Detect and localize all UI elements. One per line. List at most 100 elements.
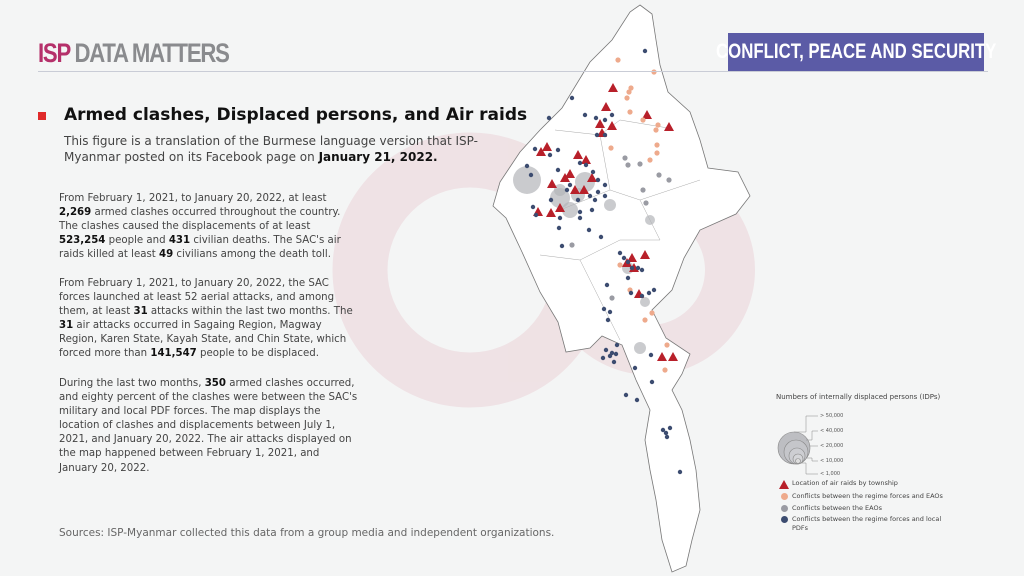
air-raid-marker: [627, 253, 637, 262]
page-title: Armed clashes, Displaced persons, and Ai…: [64, 105, 528, 125]
regime-pdf-conflict-marker: [586, 227, 592, 233]
air-raid-marker: [664, 122, 674, 131]
paragraph-text: people to be displaced.: [196, 348, 319, 360]
regime-pdf-conflict-marker: [589, 207, 595, 213]
air-raid-marker: [595, 119, 605, 128]
regime-pdf-conflict-marker: [595, 177, 601, 183]
air-raid-marker: [581, 155, 591, 164]
regime-pdf-conflict-marker: [649, 379, 655, 385]
legend-label: Conflicts between the regime forces and …: [792, 492, 943, 500]
eao-conflict-marker: [666, 177, 672, 183]
regime-pdf-conflict-marker: [555, 167, 561, 173]
eao-conflict-marker: [637, 161, 643, 167]
air-raid-marker: [565, 169, 575, 178]
idp-circle: [640, 297, 650, 307]
eao-conflict-marker: [643, 200, 649, 206]
regime-eao-conflict-marker: [654, 150, 660, 156]
legend-item: Location of air raids by township: [776, 479, 946, 489]
highlight-number: 141,547: [150, 348, 197, 360]
brand-logo: ISP DATA MATTERS: [38, 38, 230, 68]
regime-pdf-conflict-marker: [602, 193, 608, 199]
legend-label: Conflicts between the regime forces and …: [792, 515, 942, 532]
air-raid-marker: [546, 208, 556, 217]
regime-eao-conflict-marker: [653, 127, 659, 133]
idp-circle: [604, 199, 616, 211]
regime-pdf-conflict-marker: [594, 132, 600, 138]
sources-note: Sources: ISP-Myanmar collected this data…: [59, 527, 555, 539]
triangle-icon: [779, 480, 789, 489]
regime-pdf-conflict-marker: [632, 365, 638, 371]
regime-pdf-conflict-marker: [567, 182, 573, 188]
regime-pdf-conflict-marker: [592, 197, 598, 203]
regime-pdf-conflict-marker: [600, 355, 606, 361]
regime-pdf-conflict-marker: [583, 162, 589, 168]
regime-pdf-conflict-marker: [602, 182, 608, 188]
highlight-number: 431: [168, 235, 191, 247]
highlight-number: 523,254: [59, 235, 106, 247]
map-legend: Numbers of internally displaced persons …: [776, 393, 946, 532]
paragraph-text: armed clashes occurred, and eighty perce…: [59, 378, 358, 474]
paragraph-3: During the last two months, 350 armed cl…: [59, 377, 359, 476]
regime-eao-conflict-marker: [664, 342, 670, 348]
regime-pdf-conflict-marker: [625, 259, 631, 265]
legend-items: Location of air raids by township Conflic…: [776, 479, 946, 532]
highlight-number: 31: [59, 320, 74, 332]
regime-pdf-conflict-marker: [642, 48, 648, 54]
regime-eao-conflict-marker: [626, 89, 632, 95]
regime-pdf-conflict-marker: [602, 117, 608, 123]
paragraph-text: From February 1, 2021, to January 20, 20…: [59, 193, 327, 204]
regime-pdf-conflict-marker: [577, 160, 583, 166]
regime-pdf-conflict-marker: [603, 347, 609, 353]
category-tag: CONFLICT, PEACE AND SECURITY: [716, 33, 996, 71]
highlight-number: 49: [159, 249, 174, 261]
eao-conflict-marker: [625, 162, 631, 168]
country-outline: [492, 4, 751, 573]
legend-item: Conflicts between the regime forces and …: [776, 492, 946, 501]
air-raid-marker: [570, 185, 580, 194]
regime-pdf-conflict-marker: [532, 146, 538, 152]
dot-icon: [780, 504, 788, 512]
air-raid-marker: [608, 83, 618, 92]
air-raid-marker: [547, 179, 557, 188]
subtitle: This figure is a translation of the Burm…: [64, 134, 478, 164]
regime-eao-conflict-marker: [640, 117, 646, 123]
regime-eao-conflict-marker: [655, 122, 661, 128]
regime-pdf-conflict-marker: [609, 112, 615, 118]
regime-eao-conflict-marker: [651, 69, 657, 75]
regime-eao-conflict-marker: [649, 310, 655, 316]
regime-pdf-conflict-marker: [617, 250, 623, 256]
regime-pdf-conflict-marker: [613, 351, 619, 357]
regime-pdf-conflict-marker: [547, 152, 553, 158]
eao-conflict-marker: [569, 242, 575, 248]
regime-pdf-conflict-marker: [569, 95, 575, 101]
regime-pdf-conflict-marker: [677, 469, 683, 475]
regime-pdf-conflict-marker: [621, 255, 627, 261]
regime-pdf-conflict-marker: [634, 397, 640, 403]
regime-pdf-conflict-marker: [664, 434, 670, 440]
regime-pdf-conflict-marker: [533, 212, 539, 218]
regime-pdf-conflict-marker: [530, 204, 536, 210]
eao-conflict-marker: [656, 172, 662, 178]
air-raid-marker: [536, 147, 546, 156]
paragraph-text: armed clashes occurred throughout the co…: [59, 207, 341, 233]
regime-pdf-conflict-marker: [559, 243, 565, 249]
regime-pdf-conflict-marker: [593, 115, 599, 121]
regime-pdf-conflict-marker: [660, 427, 666, 433]
regime-pdf-conflict-marker: [604, 282, 610, 288]
air-raid-marker: [542, 142, 552, 151]
air-raid-marker: [668, 352, 678, 361]
regime-pdf-conflict-marker: [577, 215, 583, 221]
regime-pdf-conflict-marker: [564, 187, 570, 193]
paragraph-2: From February 1, 2021, to January 20, 20…: [59, 277, 359, 362]
regime-pdf-conflict-marker: [635, 265, 641, 271]
legend-title: Numbers of internally displaced persons …: [776, 393, 941, 401]
eao-conflict-marker: [609, 295, 615, 301]
regime-pdf-conflict-marker: [646, 290, 652, 296]
regime-pdf-conflict-marker: [607, 309, 613, 315]
dot-icon: [780, 516, 788, 523]
regime-eao-conflict-marker: [642, 317, 648, 323]
air-raid-marker: [642, 110, 652, 119]
regime-pdf-conflict-marker: [607, 353, 613, 359]
idp-size-scale: > 50,000 < 40,000 < 20,000 < 10,000 < 1,…: [776, 406, 946, 477]
